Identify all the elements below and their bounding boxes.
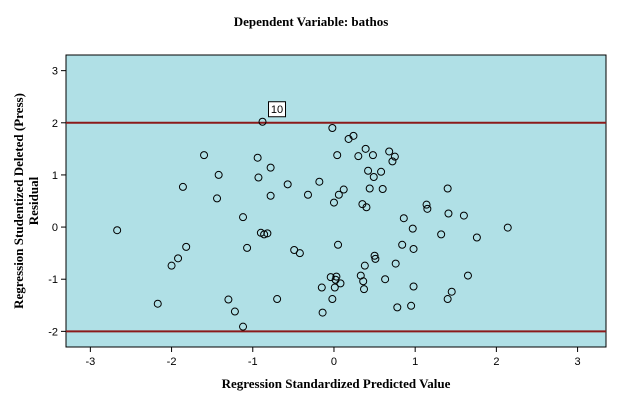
data-point xyxy=(409,244,418,253)
data-point xyxy=(447,287,456,296)
x-tick-label: 1 xyxy=(412,356,418,368)
data-point xyxy=(360,285,369,294)
data-point xyxy=(334,190,343,199)
x-tick-label: 0 xyxy=(331,356,337,368)
data-point xyxy=(254,173,263,182)
data-point xyxy=(153,299,162,308)
data-point xyxy=(423,204,432,213)
data-point xyxy=(333,151,342,160)
data-point xyxy=(472,233,481,242)
data-point xyxy=(443,295,452,304)
data-point xyxy=(283,180,292,189)
data-point xyxy=(334,240,343,249)
data-point xyxy=(388,157,397,166)
data-point xyxy=(361,144,370,153)
data-point xyxy=(328,295,337,304)
data-point xyxy=(369,173,378,182)
data-point xyxy=(318,308,327,317)
data-point xyxy=(213,194,222,203)
plot-area xyxy=(65,54,607,348)
data-point xyxy=(113,226,122,235)
data-point xyxy=(230,307,239,316)
y-tick-label: -2 xyxy=(48,326,58,338)
data-point xyxy=(364,166,373,175)
data-point xyxy=(377,167,386,176)
x-tick-label: -1 xyxy=(248,356,258,368)
x-tick-label: 3 xyxy=(575,356,581,368)
data-point xyxy=(266,191,275,200)
data-point xyxy=(503,223,512,232)
data-point xyxy=(243,243,252,252)
data-point xyxy=(463,271,472,280)
data-point xyxy=(398,240,407,249)
data-point xyxy=(371,254,380,263)
data-point xyxy=(167,261,176,270)
data-point xyxy=(362,203,371,212)
data-point xyxy=(258,117,267,126)
data-point xyxy=(273,295,282,304)
data-point xyxy=(330,283,339,292)
data-point xyxy=(370,251,379,260)
chart-title: Dependent Variable: bathos xyxy=(234,14,389,29)
data-point xyxy=(339,185,348,194)
data-point xyxy=(315,177,324,186)
y-axis-title: Regression Studentized Deleted (Press)Re… xyxy=(11,93,41,309)
data-point xyxy=(349,131,358,140)
y-tick-label: 1 xyxy=(52,170,58,182)
data-point xyxy=(266,163,275,172)
data-point xyxy=(260,230,269,239)
x-axis-title: Regression Standardized Predicted Value xyxy=(222,376,451,391)
x-tick-label: 2 xyxy=(493,356,499,368)
data-point xyxy=(359,277,368,286)
y-tick-label: -1 xyxy=(48,274,58,286)
data-point xyxy=(437,230,446,239)
data-point xyxy=(354,152,363,161)
x-tick-label: -3 xyxy=(85,356,95,368)
annotation-box xyxy=(268,101,287,118)
data-point xyxy=(399,214,408,223)
data-point xyxy=(368,151,377,160)
x-tick-label: -2 xyxy=(167,356,177,368)
data-point xyxy=(459,211,468,220)
data-point xyxy=(200,151,209,160)
data-point xyxy=(295,249,304,258)
data-point xyxy=(391,259,400,268)
data-point xyxy=(317,283,326,292)
data-point xyxy=(326,273,335,282)
data-point xyxy=(332,272,341,281)
data-point xyxy=(253,153,262,162)
data-point xyxy=(365,184,374,193)
y-tick-label: 3 xyxy=(52,66,58,78)
data-point xyxy=(378,185,387,194)
data-point xyxy=(182,242,191,251)
data-point xyxy=(329,198,338,207)
data-point xyxy=(178,182,187,191)
annotation-label: 10 xyxy=(271,104,283,116)
data-point xyxy=(328,124,337,132)
data-point xyxy=(303,190,312,199)
data-point xyxy=(360,261,369,270)
data-point xyxy=(174,254,183,263)
data-point xyxy=(408,224,417,233)
data-point xyxy=(239,322,248,331)
data-point xyxy=(444,209,453,218)
data-point xyxy=(443,184,452,193)
data-point xyxy=(336,279,345,288)
y-tick-label: 2 xyxy=(52,118,58,130)
y-tick-label: 0 xyxy=(52,222,58,234)
data-point xyxy=(407,301,416,310)
data-point xyxy=(224,295,233,304)
data-point xyxy=(239,213,248,222)
data-point xyxy=(214,170,223,179)
data-point xyxy=(390,152,399,161)
data-point xyxy=(263,229,272,238)
data-point xyxy=(385,147,394,156)
data-point xyxy=(393,303,402,312)
data-point xyxy=(381,275,390,284)
data-point xyxy=(422,200,431,209)
data-point xyxy=(409,282,418,291)
